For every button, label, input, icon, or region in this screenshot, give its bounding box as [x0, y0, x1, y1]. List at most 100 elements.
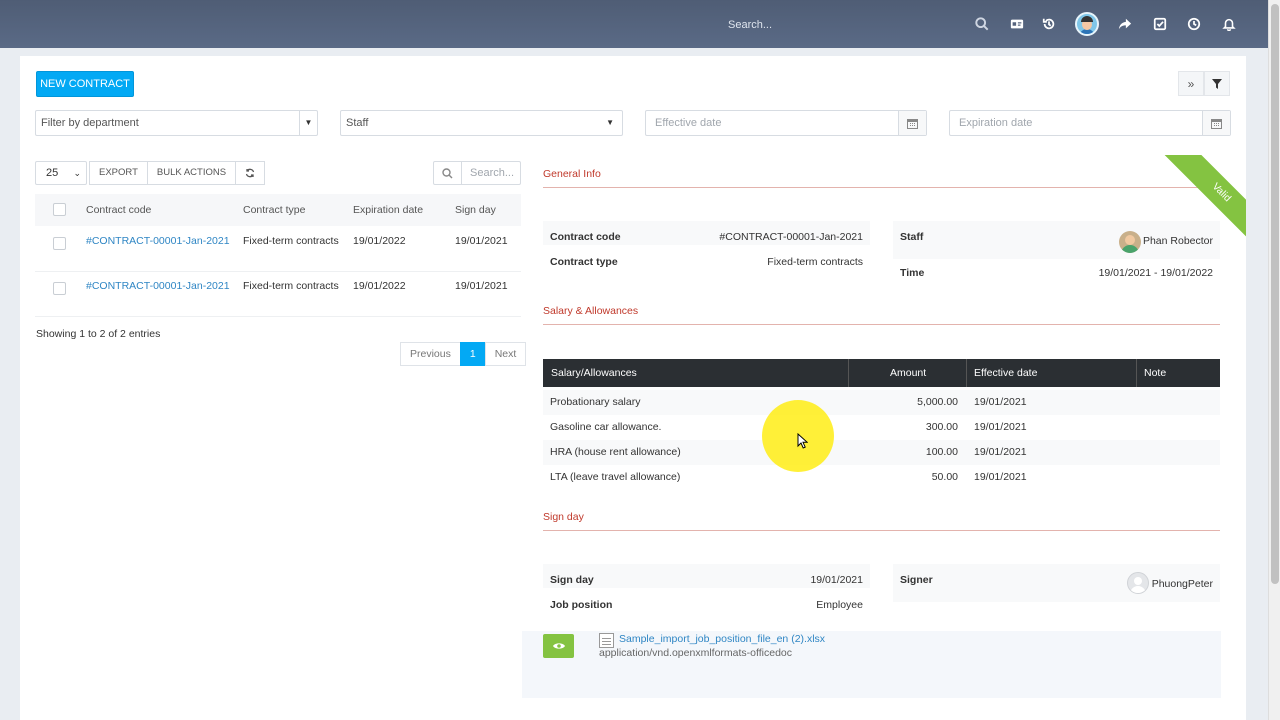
attachment-file-link[interactable]: Sample_import_job_position_file_en (2).x…	[619, 633, 826, 645]
new-contract-button[interactable]: NEW CONTRACT	[36, 71, 134, 97]
column-effective-date: Effective date	[974, 367, 1038, 379]
table-search-input[interactable]: Search...	[433, 161, 521, 185]
salary-name: LTA (leave travel allowance)	[550, 471, 681, 483]
salary-row: HRA (house rent allowance) 100.00 19/01/…	[543, 440, 1220, 465]
bell-icon[interactable]	[1219, 14, 1239, 34]
column-separator	[1136, 359, 1137, 387]
chevron-down-icon: ⌄	[73, 168, 81, 178]
column-contract-code[interactable]: Contract code	[86, 204, 152, 216]
share-icon[interactable]	[1115, 14, 1135, 34]
scrollbar-thumb[interactable]	[1271, 4, 1279, 584]
contract-code-row	[543, 221, 870, 245]
sign-day-label: Sign day	[550, 574, 594, 586]
expiration-date-cell: 19/01/2022	[353, 280, 406, 292]
history-icon[interactable]	[1039, 14, 1059, 34]
salary-date: 19/01/2021	[974, 446, 1027, 458]
salary-row: Gasoline car allowance. 300.00 19/01/202…	[543, 415, 1220, 440]
filter-icon	[1212, 78, 1222, 89]
calendar-icon[interactable]	[1202, 111, 1230, 135]
contract-code-label: Contract code	[550, 231, 621, 243]
sign-day-title: Sign day	[543, 511, 584, 523]
expand-button[interactable]: »	[1178, 71, 1204, 96]
expiration-date-input[interactable]: Expiration date	[949, 110, 1231, 136]
id-card-icon[interactable]	[1007, 14, 1027, 34]
column-contract-type[interactable]: Contract type	[243, 204, 306, 216]
global-search-input[interactable]: Search...	[728, 19, 773, 31]
next-page-button[interactable]: Next	[484, 342, 527, 366]
staff-filter[interactable]: Staff ▼	[340, 110, 623, 136]
salary-name: Probationary salary	[550, 396, 641, 408]
search-icon	[434, 162, 462, 184]
job-position-label: Job position	[550, 599, 613, 611]
expiration-date-cell: 19/01/2022	[353, 235, 406, 247]
department-filter[interactable]: Filter by department ▼	[35, 110, 318, 136]
entries-info: Showing 1 to 2 of 2 entries	[36, 328, 161, 340]
salary-row: LTA (leave travel allowance) 50.00 19/01…	[543, 465, 1220, 490]
sign-day-value: 19/01/2021	[810, 574, 863, 586]
contract-code-link[interactable]: #CONTRACT-00001-Jan-2021	[86, 280, 230, 292]
calendar-icon[interactable]	[898, 111, 926, 135]
double-chevron-right-icon: »	[1187, 76, 1195, 91]
contract-code-link[interactable]: #CONTRACT-00001-Jan-2021	[86, 235, 230, 247]
column-separator	[848, 359, 849, 387]
bulk-actions-button[interactable]: BULK ACTIONS	[146, 161, 237, 185]
department-filter-label: Filter by department	[41, 117, 139, 129]
column-salary-allowances: Salary/Allowances	[551, 367, 637, 379]
top-navbar: Search...	[0, 0, 1280, 48]
salary-amount: 300.00	[925, 421, 958, 433]
effective-date-input[interactable]: Effective date	[645, 110, 927, 136]
time-label: Time	[900, 267, 925, 279]
page-scrollbar[interactable]	[1268, 0, 1280, 720]
salary-row: Probationary salary 5,000.00 19/01/2021	[543, 390, 1220, 415]
salary-date: 19/01/2021	[974, 421, 1027, 433]
salary-table-header: Salary/Allowances Amount Effective date …	[543, 359, 1220, 387]
column-note: Note	[1144, 367, 1167, 379]
pagination: Previous 1 Next	[400, 342, 527, 366]
signer-label: Signer	[900, 574, 933, 586]
caret-down-icon: ▼	[299, 111, 317, 135]
time-value: 19/01/2021 - 19/01/2022	[1098, 267, 1213, 279]
file-icon	[599, 633, 614, 648]
table-row[interactable]: #CONTRACT-00001-Jan-2021 Fixed-term cont…	[35, 227, 521, 272]
salary-amount: 5,000.00	[917, 396, 958, 408]
staff-label: Staff	[900, 231, 924, 243]
check-square-icon[interactable]	[1150, 14, 1170, 34]
signer-name: PhuongPeter	[1151, 578, 1213, 590]
effective-date-placeholder: Effective date	[655, 117, 722, 129]
avatar-face	[1082, 19, 1092, 30]
preview-button[interactable]	[543, 634, 574, 658]
job-position-value: Employee	[816, 599, 863, 611]
contracts-panel: NEW CONTRACT » Filter by department ▼ St…	[20, 56, 1246, 720]
attachment-mime-type: application/vnd.openxmlformats-officedoc	[599, 647, 792, 659]
filter-button[interactable]	[1204, 71, 1230, 96]
divider	[543, 324, 1220, 325]
eye-icon	[552, 643, 565, 649]
staff-name: Phan Robector	[1142, 235, 1213, 247]
contract-type-label: Contract type	[550, 256, 618, 268]
table-row[interactable]: #CONTRACT-00001-Jan-2021 Fixed-term cont…	[35, 272, 521, 317]
row-checkbox[interactable]	[53, 282, 66, 295]
salary-date: 19/01/2021	[974, 396, 1027, 408]
column-expiration-date[interactable]: Expiration date	[353, 204, 424, 216]
select-all-checkbox[interactable]	[53, 203, 66, 216]
row-checkbox[interactable]	[53, 237, 66, 250]
refresh-icon	[245, 168, 255, 178]
user-avatar[interactable]	[1075, 12, 1099, 36]
salary-date: 19/01/2021	[974, 471, 1027, 483]
page-length-select[interactable]: 25 ⌄	[35, 161, 87, 185]
search-icon[interactable]	[972, 14, 992, 34]
previous-page-button[interactable]: Previous	[400, 342, 461, 366]
general-info-title: General Info	[543, 168, 601, 180]
column-separator	[966, 359, 967, 387]
refresh-button[interactable]	[235, 161, 266, 185]
contract-type-cell: Fixed-term contracts	[243, 280, 339, 292]
staff-filter-label: Staff	[346, 117, 369, 129]
clock-icon[interactable]	[1184, 14, 1204, 34]
sign-day-cell: 19/01/2021	[455, 235, 508, 247]
staff-row	[893, 221, 1220, 259]
page-1-button[interactable]: 1	[459, 342, 486, 366]
mouse-cursor-icon	[797, 433, 808, 449]
column-sign-day[interactable]: Sign day	[455, 204, 496, 216]
export-button[interactable]: EXPORT	[89, 161, 148, 185]
signer-avatar	[1127, 572, 1149, 594]
